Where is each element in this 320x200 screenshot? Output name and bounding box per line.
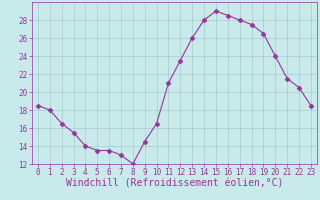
X-axis label: Windchill (Refroidissement éolien,°C): Windchill (Refroidissement éolien,°C): [66, 179, 283, 189]
